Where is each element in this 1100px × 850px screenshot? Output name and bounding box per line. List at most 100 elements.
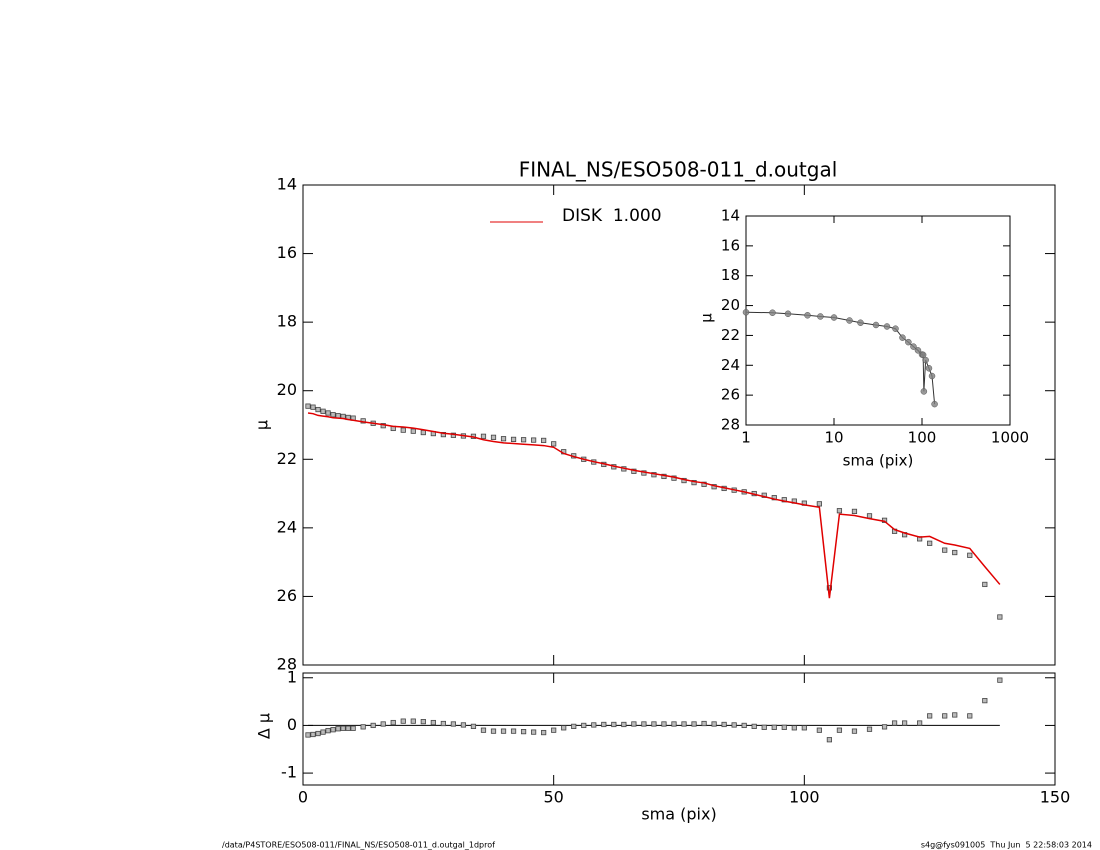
y-tick-label: 16 xyxy=(721,236,740,254)
profile-line xyxy=(745,311,936,405)
data-point xyxy=(500,728,507,734)
data-point xyxy=(310,404,316,410)
x-tick-label: 50 xyxy=(543,788,563,807)
data-point xyxy=(771,724,777,730)
data-point xyxy=(910,343,917,350)
data-point xyxy=(591,722,597,728)
y-tick-label: -1 xyxy=(281,763,297,782)
data-point xyxy=(490,434,497,440)
data-point xyxy=(931,400,938,408)
data-point xyxy=(883,323,891,330)
inset-x-axis-label: sma (pix) xyxy=(843,452,914,470)
data-point xyxy=(761,492,767,498)
data-point xyxy=(631,721,637,727)
data-point xyxy=(952,549,958,556)
x-tick-label: 150 xyxy=(1040,788,1071,807)
y-tick-label: 28 xyxy=(277,655,297,674)
model-line xyxy=(307,412,1001,599)
data-point xyxy=(320,729,326,735)
y-tick-label: 14 xyxy=(277,175,297,194)
data-point xyxy=(531,729,537,735)
data-point xyxy=(490,728,497,734)
data-point xyxy=(531,437,537,443)
data-point xyxy=(905,338,912,346)
data-point xyxy=(857,319,864,326)
data-point xyxy=(520,729,527,735)
data-point xyxy=(360,724,366,730)
data-point xyxy=(315,730,321,737)
data-point xyxy=(440,431,446,438)
data-point xyxy=(816,501,822,507)
data-point xyxy=(967,552,973,558)
data-point xyxy=(836,727,843,733)
data-point xyxy=(741,722,747,729)
data-point xyxy=(817,313,824,320)
data-point xyxy=(350,725,356,731)
data-point xyxy=(804,312,811,319)
residual-y-axis-label: Δ μ xyxy=(255,713,274,739)
data-point xyxy=(742,309,750,316)
data-point xyxy=(826,585,833,591)
data-point xyxy=(651,721,657,727)
y-tick-label: 26 xyxy=(277,586,297,605)
data-point xyxy=(781,724,787,730)
x-tick-label: 1 xyxy=(741,429,751,447)
data-point xyxy=(982,581,988,588)
data-point xyxy=(571,723,577,729)
data-point xyxy=(305,403,311,409)
y-tick-label: 24 xyxy=(721,356,740,374)
y-tick-label: 14 xyxy=(721,207,740,225)
data-point xyxy=(836,508,843,514)
data-point xyxy=(470,723,477,729)
data-point xyxy=(561,725,567,731)
data-point xyxy=(480,433,487,439)
data-point xyxy=(541,729,547,736)
y-tick-label: 22 xyxy=(721,326,740,344)
data-point xyxy=(400,718,406,724)
data-point xyxy=(430,719,436,726)
footer-path: /data/P4STORE/ESO508-011/FINAL_NS/ESO508… xyxy=(222,841,495,850)
data-point xyxy=(816,727,822,733)
data-point xyxy=(942,713,948,719)
data-point xyxy=(830,314,838,321)
data-point xyxy=(691,721,697,727)
data-point xyxy=(581,722,587,729)
plot-frame xyxy=(745,215,1011,426)
data-point xyxy=(920,388,928,395)
legend-label: DISK 1.000 xyxy=(562,206,662,226)
data-point xyxy=(551,441,557,447)
data-point xyxy=(390,719,396,726)
data-point xyxy=(611,721,617,728)
data-point xyxy=(551,727,557,733)
data-point xyxy=(851,508,858,515)
y-tick-label: 18 xyxy=(277,312,297,331)
data-point xyxy=(601,721,607,728)
data-point xyxy=(914,347,922,354)
data-point xyxy=(721,721,727,728)
footer-stamp: s4g@fys091005 Thu Jun 5 22:58:03 2014 xyxy=(921,841,1092,850)
y-axis-label: μ xyxy=(253,420,272,430)
data-point xyxy=(621,721,627,728)
data-point xyxy=(881,724,888,730)
data-point xyxy=(711,721,717,727)
data-point xyxy=(325,728,331,734)
data-point xyxy=(661,721,667,727)
data-point xyxy=(681,721,687,727)
data-point xyxy=(872,321,880,329)
data-point xyxy=(928,372,936,380)
data-point xyxy=(315,406,321,413)
y-tick-label: 1 xyxy=(287,667,297,686)
data-point xyxy=(899,334,906,341)
y-tick-label: 26 xyxy=(721,386,740,404)
x-tick-label: 0 xyxy=(298,788,308,807)
data-point xyxy=(851,728,858,734)
data-point xyxy=(761,724,767,730)
data-point xyxy=(305,732,311,738)
x-axis-label: sma (pix) xyxy=(641,805,716,824)
data-point xyxy=(942,547,948,553)
data-point xyxy=(771,495,777,501)
data-point xyxy=(731,722,737,728)
data-point xyxy=(891,720,898,726)
data-point xyxy=(335,413,341,419)
y-tick-label: 20 xyxy=(721,296,740,314)
